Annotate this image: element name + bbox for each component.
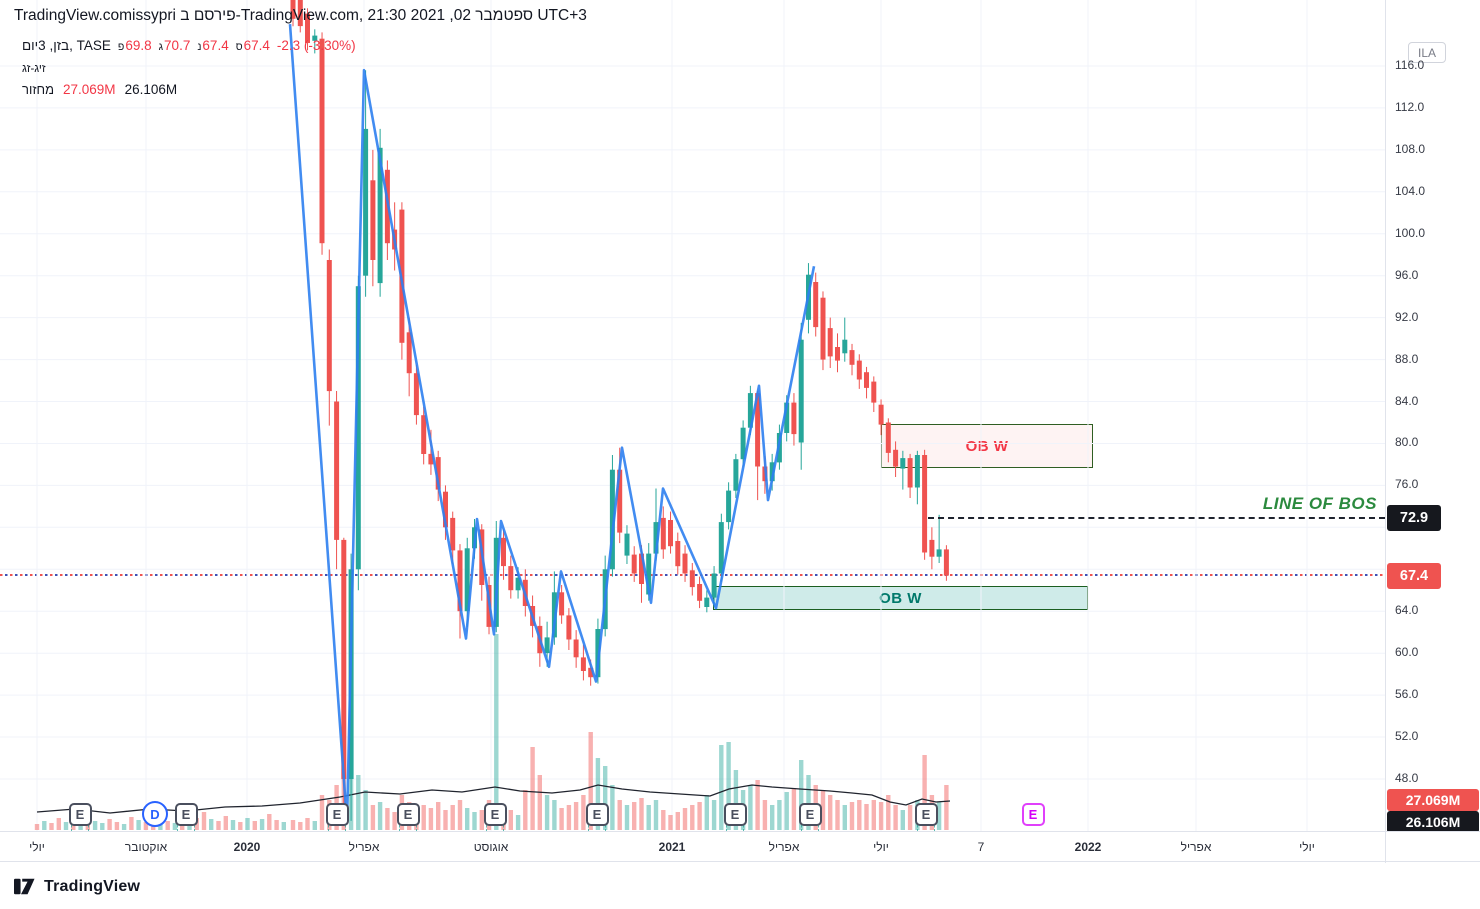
earnings-badge[interactable]: E <box>68 803 92 826</box>
close-key: ס <box>235 41 243 53</box>
line-of-bos-label[interactable]: LINE OF BOS <box>1262 494 1377 513</box>
time-tick-label[interactable]: יולי <box>29 840 45 854</box>
volume-ma-badge: 26.106M <box>1387 811 1479 833</box>
time-tick-label[interactable]: אפריל <box>1180 840 1212 854</box>
time-tick-label[interactable]: 2022 <box>1074 840 1102 854</box>
earnings-badge[interactable]: E <box>325 803 349 826</box>
currency-badge[interactable]: ILA <box>1408 42 1446 63</box>
price-tick-label: 112.0 <box>1395 100 1425 114</box>
price-tick-label: 84.0 <box>1395 394 1419 408</box>
share-header-text: TradingView.comissypri פירסם ב-TradingVi… <box>14 7 587 24</box>
volume-indicator-row[interactable]: מחזור 27.069M 26.106M <box>22 82 356 97</box>
low-key: נ <box>197 41 202 53</box>
time-tick-label[interactable]: 2020 <box>233 840 261 854</box>
time-axis[interactable]: יולי אוקטובר 2020 אפריל אוגוסט 2021 אפריל יולי 7… <box>0 831 1480 863</box>
ohlc-low: נ 67.4 <box>197 38 228 53</box>
symbol-legend[interactable]: בזן, 3יום, TASE פ 69.8 ג 70.7 נ 67.4 ס 6… <box>22 38 356 97</box>
price-tick-label: 60.0 <box>1395 645 1419 659</box>
earnings-badge[interactable]: E <box>396 803 420 826</box>
price-tick-label: 80.0 <box>1395 435 1419 449</box>
price-tick-label: 52.0 <box>1395 729 1419 743</box>
volume-ma-value: 26.106M <box>124 82 178 97</box>
price-tick-label: 56.0 <box>1395 687 1419 701</box>
last-price-badge: 67.4 <box>1387 563 1441 589</box>
open-key: פ <box>117 41 125 53</box>
axis-corner-divider <box>1385 832 1386 863</box>
price-tick-label: 64.0 <box>1395 603 1419 617</box>
earnings-badge[interactable]: E <box>483 803 507 826</box>
price-axis[interactable]: ILA 116.0 112.0 108.0 104.0 100.0 96.0 92.0 88.… <box>1385 0 1480 833</box>
price-tick-label: 88.0 <box>1395 352 1419 366</box>
high-key: ג <box>158 41 164 53</box>
ohlc-close: ס 67.4 <box>236 38 270 53</box>
earnings-badge[interactable]: E <box>914 803 938 826</box>
footer: TradingView <box>0 862 1480 909</box>
tradingview-logo-icon <box>14 878 35 895</box>
price-tick-label: 76.0 <box>1395 477 1419 491</box>
dividend-badge[interactable]: D <box>142 801 168 827</box>
bos-dashed-line[interactable] <box>928 517 1385 519</box>
ohlc-open: פ 69.8 <box>118 38 152 53</box>
price-tick-label: 92.0 <box>1395 310 1419 324</box>
earnings-badge[interactable]: E <box>174 803 198 826</box>
high-value: 70.7 <box>164 38 191 53</box>
earnings-badge[interactable]: E <box>585 803 609 826</box>
price-tick-label: 100.0 <box>1395 226 1426 240</box>
candlestick-chart-canvas[interactable] <box>0 0 1385 831</box>
earnings-badge[interactable]: E <box>798 803 822 826</box>
volume-value: 27.069M <box>63 82 116 97</box>
price-tick-label: 48.0 <box>1395 771 1419 785</box>
change-value: -2.3 (-3.30%) <box>276 38 356 53</box>
time-tick-label[interactable]: יולי <box>873 840 889 854</box>
volume-value-badge: 27.069M <box>1387 789 1479 811</box>
open-value: 69.8 <box>125 38 152 53</box>
time-tick-label[interactable]: אפריל <box>348 840 380 854</box>
bos-price-badge: 72.9 <box>1387 505 1441 531</box>
price-tick-label: 104.0 <box>1395 184 1426 198</box>
time-tick-label[interactable]: אוגוסט <box>473 840 509 854</box>
time-tick-label[interactable]: יולי <box>1299 840 1315 854</box>
order-block-lower-label: OB W <box>879 589 922 607</box>
time-tick-label[interactable]: 7 <box>977 840 985 854</box>
zigzag-indicator-label[interactable]: זיג-זג <box>22 63 46 75</box>
legend-ohlc-row: בזן, 3יום, TASE פ 69.8 ג 70.7 נ 67.4 ס 6… <box>22 38 356 58</box>
price-tick-label: 116.0 <box>1395 58 1425 72</box>
tradingview-brand-text: TradingView <box>44 877 141 895</box>
price-tick-label: 108.0 <box>1395 142 1426 156</box>
price-tick-label: 96.0 <box>1395 268 1419 282</box>
symbol-title[interactable]: בזן, 3יום, TASE <box>22 38 111 53</box>
earnings-badge[interactable]: E <box>723 803 747 826</box>
order-block-upper-label: OB W <box>965 437 1009 455</box>
future-earnings-badge[interactable]: E <box>1021 803 1045 826</box>
volume-label: מחזור <box>22 82 55 97</box>
tradingview-brand[interactable]: TradingView <box>14 876 140 897</box>
low-value: 67.4 <box>202 38 229 53</box>
ohlc-high: ג 70.7 <box>159 38 191 53</box>
close-value: 67.4 <box>243 38 270 53</box>
order-block-lower-box[interactable]: OB W <box>713 586 1088 610</box>
time-tick-label[interactable]: אוקטובר <box>124 840 168 854</box>
time-tick-label[interactable]: 2021 <box>658 840 686 854</box>
time-tick-label[interactable]: אפריל <box>768 840 800 854</box>
